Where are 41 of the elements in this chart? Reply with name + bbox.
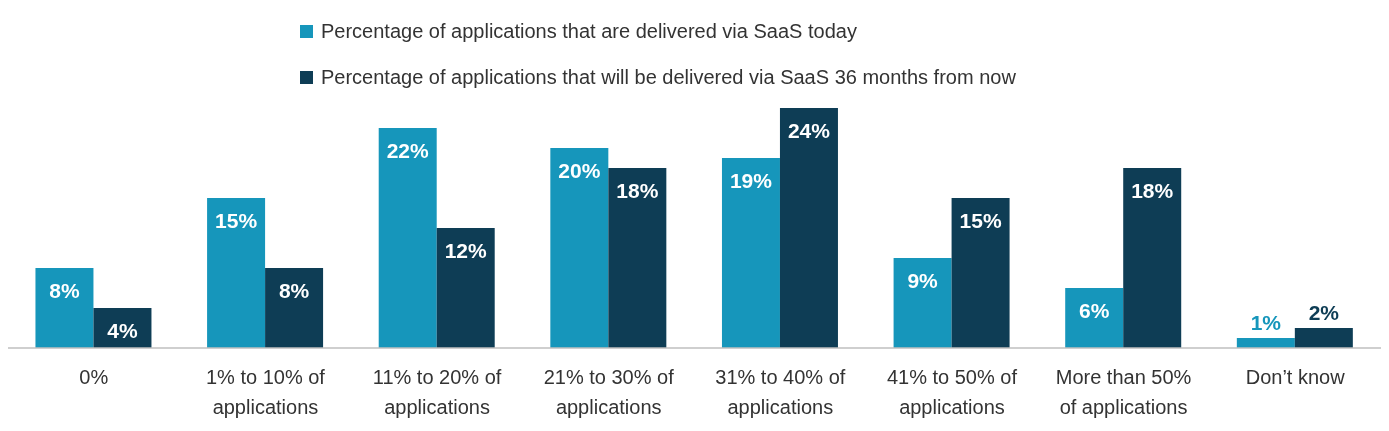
x-tick-label: 21% to 30% of applications	[543, 366, 675, 418]
bar	[550, 148, 609, 348]
legend-label: Percentage of applications that will be delivered via SaaS 36 months from now	[321, 65, 1016, 89]
data-label: 6%	[1079, 299, 1110, 322]
bar	[378, 128, 437, 348]
bar	[1236, 338, 1295, 348]
bar	[35, 268, 94, 348]
bar	[265, 268, 324, 348]
data-label: 4%	[107, 319, 138, 342]
data-label: 22%	[386, 139, 430, 162]
x-tick-label: 0%	[79, 366, 109, 388]
x-tick-label: 1% to 10% of applications	[205, 366, 326, 418]
data-label: 8%	[278, 279, 310, 302]
data-label: 9%	[907, 269, 939, 292]
bar	[893, 258, 952, 348]
data-label: 15%	[959, 209, 1002, 232]
data-label: 12%	[444, 239, 488, 262]
x-tick-label: More than 50% of applications	[1055, 366, 1192, 418]
bar	[207, 198, 266, 348]
bar	[1294, 328, 1353, 348]
data-label: 8%	[49, 279, 80, 302]
bar	[1065, 288, 1124, 348]
legend-label: Percentage of applications that are delivered via SaaS today	[321, 19, 857, 43]
data-label: 18%	[1131, 179, 1174, 202]
bar	[779, 108, 838, 348]
x-tick-label: 11% to 20% of applications	[372, 366, 502, 418]
bar	[436, 228, 495, 348]
data-label: 2%	[1308, 301, 1340, 324]
data-label: 20%	[558, 159, 601, 182]
bar	[1123, 168, 1182, 348]
data-label: 19%	[729, 169, 773, 192]
bar	[721, 158, 780, 348]
data-label: 18%	[616, 179, 659, 202]
bar	[608, 168, 667, 348]
data-label: 1%	[1250, 311, 1282, 334]
data-label: 24%	[787, 119, 831, 142]
data-label: 15%	[215, 209, 258, 232]
x-tick-label: Don’t know	[1245, 366, 1346, 388]
x-tick-label: 31% to 40% of applications	[715, 366, 846, 418]
bar	[951, 198, 1010, 348]
x-tick-label: 41% to 50% of applications	[886, 366, 1018, 418]
